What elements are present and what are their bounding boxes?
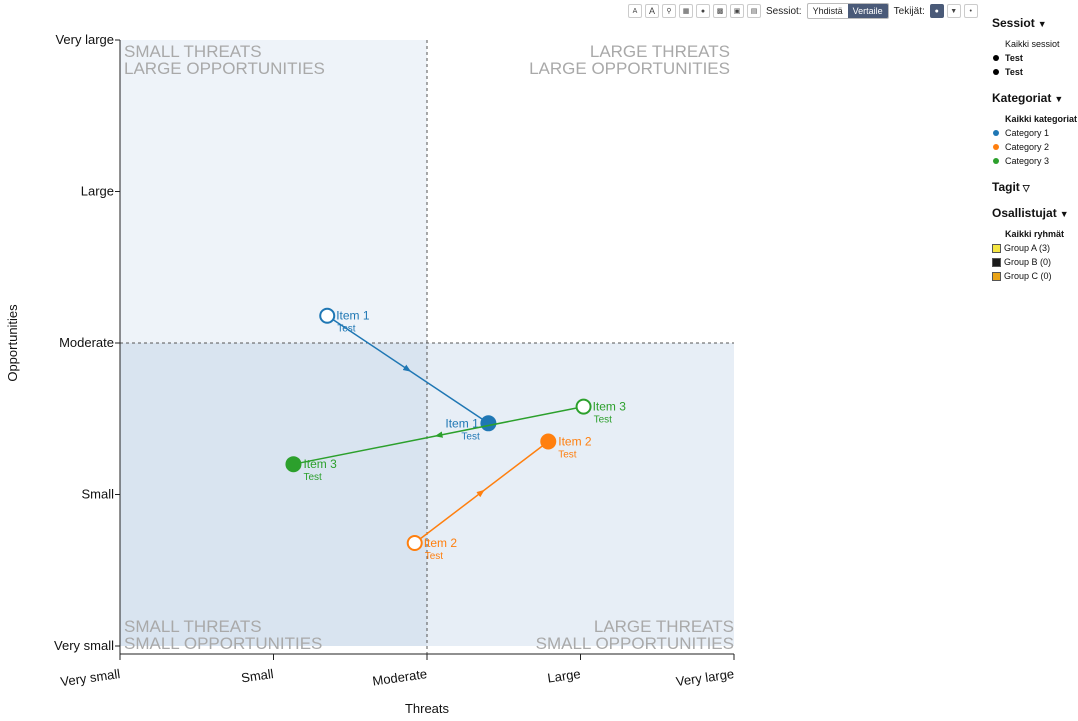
layout-icon[interactable]: ▦ <box>679 4 693 18</box>
x-tick-label: Very large <box>675 666 735 689</box>
session-item[interactable]: Test <box>992 51 1078 65</box>
author-mode-all-icon[interactable]: ● <box>929 4 944 18</box>
group-item[interactable]: Group B (0) <box>992 255 1078 269</box>
y-axis-title: Opportunities <box>5 304 20 382</box>
x-tick-label: Small <box>240 666 274 685</box>
start-point-session: Test <box>425 551 444 562</box>
session-dot-icon <box>993 69 999 75</box>
tags-legend: Tagit ▽ <box>992 180 1078 194</box>
export-icon[interactable]: ▩ <box>713 4 727 18</box>
category-1-dot-icon <box>993 130 999 136</box>
end-point <box>540 433 557 450</box>
y-tick-label: Very small <box>54 638 114 653</box>
labels-icon[interactable]: ● <box>696 4 710 18</box>
all-groups-item[interactable]: Kaikki ryhmät <box>1005 229 1065 239</box>
end-point-label: Item 2 <box>558 434 592 448</box>
end-point <box>285 456 302 473</box>
start-point <box>575 398 592 415</box>
start-point-session: Test <box>594 415 613 426</box>
group-c-swatch-icon <box>992 271 1001 281</box>
start-point-label: Item 3 <box>593 400 627 414</box>
session-mode-toggle: Yhdistä Vertaile <box>806 3 889 19</box>
all-categories-item[interactable]: Kaikki kategoriat <box>1005 114 1078 124</box>
quadrant-label-top-left: SMALL THREATS <box>124 42 262 61</box>
author-mode-split-icon[interactable]: ▼ <box>946 4 961 18</box>
quadrant-label-bottom-left: SMALL OPPORTUNITIES <box>124 634 322 653</box>
group-b-swatch-icon <box>992 257 1001 267</box>
end-point-session: Test <box>558 449 577 460</box>
quadrant-top-right-bg <box>427 40 734 343</box>
caret-down-icon: ▼ <box>1037 19 1047 29</box>
category-item[interactable]: Category 1 <box>992 126 1078 140</box>
authors-label: Tekijät: <box>893 5 925 17</box>
categories-legend-title[interactable]: Kategoriat ▼ <box>992 91 1064 105</box>
zoom-icon[interactable]: ⚲ <box>662 4 676 18</box>
quadrant-label-top-right: LARGE THREATS <box>590 42 730 61</box>
caret-down-outline-icon: ▽ <box>1022 183 1030 193</box>
compare-button[interactable]: Vertaile <box>847 4 888 18</box>
x-axis-title: Threats <box>405 701 450 716</box>
end-point <box>480 415 497 432</box>
quadrant-label-top-right: LARGE OPPORTUNITIES <box>529 59 730 78</box>
quadrant-label-bottom-left: SMALL THREATS <box>124 617 262 636</box>
sessions-legend: Sessiot ▼ Kaikki sessiot Test Test <box>992 16 1078 79</box>
start-point <box>406 534 423 551</box>
session-dot-icon <box>993 55 999 61</box>
session-item[interactable]: Test <box>992 65 1078 79</box>
x-tick-label: Moderate <box>371 666 427 688</box>
group-item[interactable]: Group C (0) <box>992 269 1078 283</box>
caret-down-icon: ▼ <box>1054 94 1064 104</box>
font-decrease-button[interactable]: A <box>628 4 642 18</box>
end-point-session: Test <box>303 472 322 483</box>
end-point-label: Item 3 <box>303 457 337 471</box>
categories-legend: Kategoriat ▼ Kaikki kategoriat Category 1… <box>992 91 1078 168</box>
category-item[interactable]: Category 3 <box>992 154 1078 168</box>
tags-legend-title[interactable]: Tagit ▽ <box>992 180 1030 194</box>
group-a-swatch-icon <box>992 243 1001 253</box>
start-point-label: Item 1 <box>336 309 370 323</box>
y-tick-label: Small <box>81 487 114 502</box>
category-2-dot-icon <box>993 144 999 150</box>
x-tick-label: Large <box>546 666 581 685</box>
y-tick-label: Very large <box>55 32 114 47</box>
participants-legend: Osallistujat ▼ Kaikki ryhmät Group A (3) … <box>992 206 1078 283</box>
quadrant-bottom-left-bg <box>120 343 427 646</box>
sessions-legend-title[interactable]: Sessiot ▼ <box>992 16 1047 30</box>
quadrant-top-left-bg <box>120 40 427 343</box>
document-icon[interactable]: ▤ <box>747 4 761 18</box>
author-mode-single-icon[interactable]: • <box>963 4 978 18</box>
x-tick-label: Very small <box>60 666 122 689</box>
quadrant-label-bottom-right: SMALL OPPORTUNITIES <box>536 634 734 653</box>
y-tick-label: Large <box>81 184 114 199</box>
quadrant-label-bottom-right: LARGE THREATS <box>594 617 734 636</box>
all-sessions-item[interactable]: Kaikki sessiot <box>1005 39 1060 49</box>
start-point-label: Item 2 <box>424 536 458 550</box>
sessions-label: Sessiot: <box>766 5 802 17</box>
caret-down-icon: ▼ <box>1059 209 1069 219</box>
end-point-session: Test <box>461 431 480 442</box>
legend-panel: Sessiot ▼ Kaikki sessiot Test Test Katego… <box>992 16 1078 295</box>
save-icon[interactable]: ▣ <box>730 4 744 18</box>
participants-legend-title[interactable]: Osallistujat ▼ <box>992 206 1069 220</box>
font-increase-button[interactable]: A <box>645 4 659 18</box>
category-3-dot-icon <box>993 158 999 164</box>
category-item[interactable]: Category 2 <box>992 140 1078 154</box>
y-tick-label: Moderate <box>59 335 114 350</box>
quadrant-label-top-left: LARGE OPPORTUNITIES <box>124 59 325 78</box>
quadrant-bottom-right-bg <box>427 343 734 646</box>
start-point-session: Test <box>337 324 356 335</box>
combine-button[interactable]: Yhdistä <box>812 6 843 16</box>
start-point <box>319 307 336 324</box>
end-point-label: Item 1 <box>445 416 479 430</box>
toolbar: A A ⚲ ▦ ● ▩ ▣ ▤ Sessiot: Yhdistä Vertail… <box>628 3 978 19</box>
group-item[interactable]: Group A (3) <box>992 241 1078 255</box>
